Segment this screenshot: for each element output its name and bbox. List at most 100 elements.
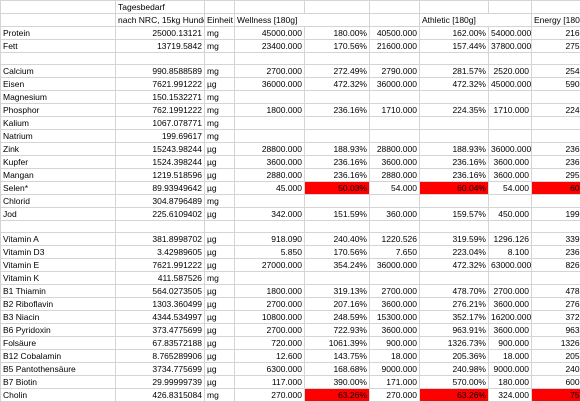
energy-percent-cell[interactable]: 205.36% [532,350,580,363]
athletic-amount-cell[interactable]: 2880.000 [370,169,420,182]
nutrient-name-cell[interactable]: Chlorid [1,195,116,208]
wellness-amount-cell[interactable]: 2700.000 [235,324,305,337]
athletic-amount-cell[interactable]: 3600.000 [370,298,420,311]
energy-percent-cell[interactable] [532,221,580,233]
nutrient-name-cell[interactable]: B7 Biotin [1,376,116,389]
energy-percent-cell[interactable] [532,91,580,104]
athletic-amount-cell[interactable]: 1220.526 [370,233,420,246]
energy-percent-cell[interactable] [532,130,580,143]
energy-amount-cell[interactable]: 3600.000 [489,169,532,182]
nutrient-name-cell[interactable]: B5 Pantothensäure [1,363,116,376]
nutrient-name-cell[interactable]: Vitamin D3 [1,246,116,259]
wellness-amount-cell[interactable]: 45.000 [235,182,305,195]
energy-amount-cell[interactable]: 16200.000 [489,311,532,324]
wellness-amount-cell[interactable] [235,195,305,208]
athletic-amount-cell[interactable]: 18.000 [370,350,420,363]
athletic-amount-cell[interactable]: 171.000 [370,376,420,389]
wellness-amount-cell[interactable]: 10800.000 [235,311,305,324]
energy-amount-cell[interactable]: 2700.000 [489,285,532,298]
requirement-cell[interactable]: 15243.98244 [116,143,205,156]
nutrient-name-cell[interactable]: Fett [1,40,116,53]
requirement-cell[interactable]: 3734.775699 [116,363,205,376]
unit-cell[interactable]: mg [205,117,235,130]
athletic-percent-cell[interactable]: 224.35% [420,104,489,117]
energy-amount-cell[interactable] [489,53,532,65]
athletic-percent-cell[interactable]: 236.16% [420,156,489,169]
energy-percent-cell[interactable]: 600.00% [532,376,580,389]
nutrient-name-cell[interactable]: Kupfer [1,156,116,169]
athletic-amount-cell[interactable] [370,221,420,233]
unit-cell[interactable]: mg [205,130,235,143]
requirement-cell[interactable]: 411.587526 [116,272,205,285]
nutrient-name-cell[interactable]: Zink [1,143,116,156]
athletic-amount-cell[interactable]: 28800.000 [370,143,420,156]
requirement-cell[interactable]: 150.1532271 [116,91,205,104]
requirement-cell[interactable]: 762.1991222 [116,104,205,117]
energy-amount-cell[interactable]: 900.000 [489,337,532,350]
athletic-percent-cell[interactable]: 157.44% [420,40,489,53]
unit-cell[interactable]: mg [205,91,235,104]
athletic-amount-cell[interactable] [370,130,420,143]
athletic-percent-cell[interactable]: 223.04% [420,246,489,259]
athletic-amount-cell[interactable]: 3600.000 [370,324,420,337]
requirement-cell[interactable]: 3.42989605 [116,246,205,259]
wellness-amount-cell[interactable] [235,91,305,104]
athletic-amount-cell[interactable]: 9000.000 [370,363,420,376]
athletic-amount-cell[interactable] [370,195,420,208]
requirement-cell[interactable]: 373.4775699 [116,324,205,337]
requirement-cell[interactable]: 8.765289906 [116,350,205,363]
athletic-percent-cell[interactable]: 236.16% [420,169,489,182]
wellness-percent-cell[interactable]: 50.03% [305,182,370,195]
unit-cell[interactable]: µg [205,298,235,311]
athletic-amount-cell[interactable] [370,53,420,65]
energy-percent-cell[interactable]: 216.00% [532,27,580,40]
energy-amount-cell[interactable] [489,117,532,130]
athletic-amount-cell[interactable]: 360.000 [370,208,420,221]
unit-cell[interactable] [205,221,235,233]
energy-amount-cell[interactable]: 3600.000 [489,324,532,337]
athletic-percent-cell[interactable]: 352.17% [420,311,489,324]
energy-percent-cell[interactable] [532,272,580,285]
energy-percent-cell[interactable]: 826.56% [532,259,580,272]
requirement-cell[interactable]: 13719.5842 [116,40,205,53]
wellness-amount-cell[interactable] [235,53,305,65]
cell[interactable] [489,1,532,14]
athletic-percent-cell[interactable]: 478.70% [420,285,489,298]
energy-amount-cell[interactable]: 54.000 [489,182,532,195]
energy-amount-cell[interactable]: 3600.000 [489,156,532,169]
wellness-amount-cell[interactable]: 27000.000 [235,259,305,272]
header-tagesbedarf[interactable]: Tagesbedarf [116,1,205,14]
nutrient-name-cell[interactable]: Vitamin K [1,272,116,285]
cell[interactable] [205,1,235,14]
athletic-percent-cell[interactable]: 472.32% [420,78,489,91]
athletic-amount-cell[interactable]: 36000.000 [370,259,420,272]
wellness-percent-cell[interactable] [305,272,370,285]
energy-percent-cell[interactable] [532,53,580,65]
wellness-percent-cell[interactable]: 151.59% [305,208,370,221]
energy-amount-cell[interactable] [489,91,532,104]
wellness-amount-cell[interactable]: 45000.000 [235,27,305,40]
wellness-percent-cell[interactable] [305,130,370,143]
wellness-percent-cell[interactable]: 240.40% [305,233,370,246]
energy-amount-cell[interactable]: 2520.000 [489,65,532,78]
requirement-cell[interactable]: 1524.398244 [116,156,205,169]
athletic-percent-cell[interactable]: 60.04% [420,182,489,195]
athletic-percent-cell[interactable] [420,221,489,233]
energy-amount-cell[interactable] [489,272,532,285]
energy-amount-cell[interactable]: 9000.000 [489,363,532,376]
nutrient-name-cell[interactable]: Folsäure [1,337,116,350]
wellness-amount-cell[interactable]: 2880.000 [235,169,305,182]
athletic-amount-cell[interactable]: 2700.000 [370,285,420,298]
nutrient-name-cell[interactable] [1,53,116,65]
header-energy[interactable]: Energy [180g] [532,14,580,27]
energy-percent-cell[interactable]: 339.39% [532,233,580,246]
requirement-cell[interactable]: 199.69617 [116,130,205,143]
nutrient-name-cell[interactable]: B2 Riboflavin [1,298,116,311]
wellness-amount-cell[interactable]: 1800.000 [235,104,305,117]
wellness-percent-cell[interactable]: 390.00% [305,376,370,389]
athletic-amount-cell[interactable]: 21600.000 [370,40,420,53]
requirement-cell[interactable]: 990.8588589 [116,65,205,78]
athletic-amount-cell[interactable]: 3600.000 [370,156,420,169]
wellness-percent-cell[interactable]: 319.13% [305,285,370,298]
requirement-cell[interactable]: 89.93949642 [116,182,205,195]
